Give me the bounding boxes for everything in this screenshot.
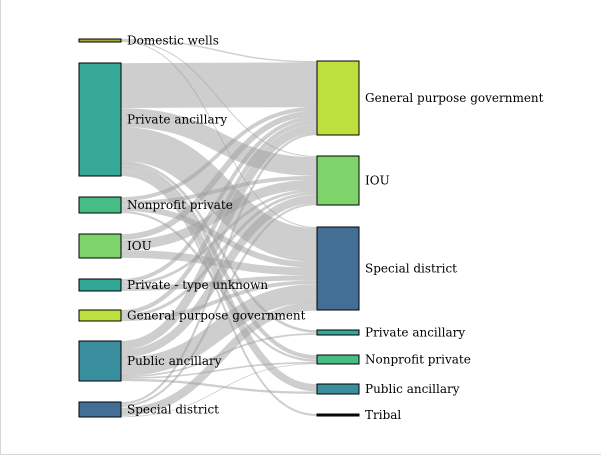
target-label-special: Special district	[365, 262, 457, 276]
source-label-special: Special district	[127, 403, 219, 417]
link-domestic-to-gpg	[120, 38, 318, 63]
source-label-public-ancillary: Public ancillary	[127, 354, 222, 368]
source-node-special[interactable]	[78, 401, 122, 418]
target-label-tribal: Tribal	[365, 408, 401, 422]
source-label-private-unknown: Private - type unknown	[127, 278, 268, 292]
link-special-to-special	[120, 302, 318, 416]
target-label-public-ancillary: Public ancillary	[365, 382, 460, 396]
source-label-private-ancillary: Private ancillary	[127, 113, 227, 127]
source-label-nonprofit: Nonprofit private	[127, 198, 233, 212]
source-node-iou[interactable]	[78, 233, 122, 259]
source-node-private-unknown[interactable]	[78, 278, 122, 292]
target-node-nonprofit[interactable]	[316, 354, 360, 365]
target-label-iou: IOU	[365, 174, 390, 188]
target-node-special[interactable]	[316, 226, 360, 311]
nodes-layer	[78, 38, 360, 418]
link-gpg-to-iou	[120, 191, 318, 318]
link-private_ancillary-to-special	[120, 127, 318, 263]
link-private_unknown-to-gpg	[120, 116, 318, 283]
link-special-to-nonprofit	[120, 363, 318, 418]
link-public_ancillary-to-iou	[120, 194, 318, 358]
link-gpg-to-gpg	[120, 119, 318, 315]
links-layer	[120, 38, 318, 418]
link-private_ancillary-to-gpg	[120, 62, 318, 108]
source-label-gpg: General purpose government	[127, 309, 306, 323]
link-iou-to-gpg	[120, 110, 318, 240]
link-special-to-iou	[120, 202, 318, 407]
source-node-nonprofit[interactable]	[78, 196, 122, 214]
source-node-private-ancillary[interactable]	[78, 62, 122, 177]
labels-layer: Domestic wells Private ancillary Nonprofit…	[127, 34, 544, 423]
link-special-to-gpg	[120, 132, 318, 405]
link-public_ancillary-to-nonprofit	[120, 361, 318, 379]
source-label-iou: IOU	[127, 239, 152, 253]
link-gpg-to-special	[120, 280, 318, 322]
target-node-gpg[interactable]	[316, 60, 360, 136]
link-private_ancillary-to-iou	[120, 108, 318, 176]
target-label-gpg: General purpose government	[365, 91, 544, 105]
link-public_ancillary-to-gpg	[120, 124, 318, 350]
link-nonprofit-to-nonprofit	[120, 210, 318, 362]
source-node-gpg[interactable]	[78, 309, 122, 322]
link-public_ancillary-to-special	[120, 284, 318, 377]
source-node-public-ancillary[interactable]	[78, 340, 122, 382]
source-label-domestic: Domestic wells	[127, 34, 219, 48]
target-label-nonprofit: Nonprofit private	[365, 353, 471, 367]
source-node-domestic[interactable]	[78, 38, 122, 43]
target-node-tribal[interactable]	[316, 413, 360, 417]
link-nonprofit-to-iou	[120, 175, 318, 205]
target-node-iou[interactable]	[316, 155, 360, 206]
target-node-public-ancillary[interactable]	[316, 383, 360, 395]
link-private_ancillary-to-tribal	[120, 174, 318, 416]
target-node-private-ancillary[interactable]	[316, 329, 360, 336]
link-iou-to-special	[120, 250, 318, 276]
link-nonprofit-to-gpg	[120, 106, 318, 201]
target-label-private-ancillary: Private ancillary	[365, 326, 465, 340]
link-public_ancillary-to-public_ancillary	[120, 378, 318, 394]
